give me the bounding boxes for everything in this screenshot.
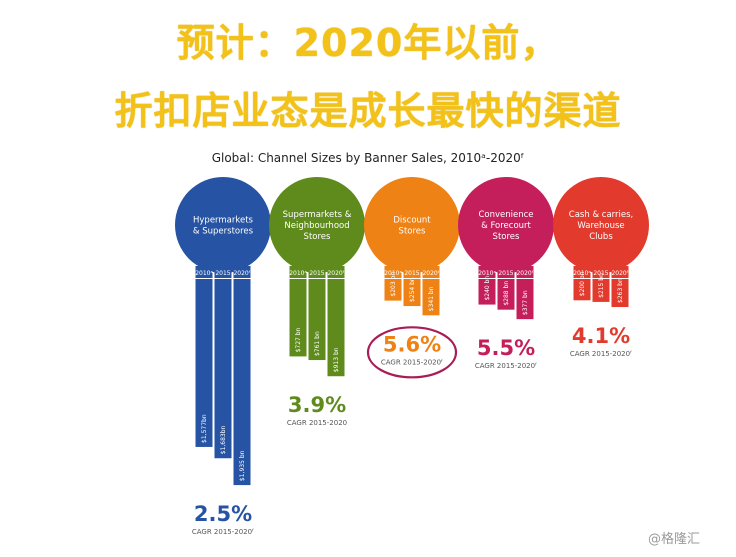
value-label: $913 bn xyxy=(333,347,340,372)
value-label: $377 bn xyxy=(522,290,529,315)
year-label: 2020ᶠ xyxy=(422,270,439,277)
cagr-caption: CAGR 2015-2020 xyxy=(287,419,347,427)
channel-name-line: Stores xyxy=(399,227,426,237)
year-header xyxy=(611,266,629,278)
year-header xyxy=(327,266,345,278)
bar-2-2 xyxy=(308,279,326,361)
cagr-value: 2.5% xyxy=(194,502,252,526)
headline-line-1: 预计：2020年以前， xyxy=(176,21,560,65)
channel-name-line: & Forecourt xyxy=(481,221,531,231)
year-label: 2020ᶠ xyxy=(327,270,344,277)
channel-name-line: Stores xyxy=(304,232,331,242)
bar-1-2 xyxy=(214,279,232,459)
bar-3-2 xyxy=(403,279,421,307)
bar-5-1 xyxy=(573,279,591,301)
bar-5-2 xyxy=(592,279,610,302)
year-header xyxy=(289,266,307,278)
bar-5-3 xyxy=(611,279,629,308)
year-label: 2015 xyxy=(593,270,608,277)
value-label: $240 bn xyxy=(484,276,491,301)
bar-2-3 xyxy=(327,279,345,377)
cagr-value: 3.9% xyxy=(288,393,346,417)
watermark: @格隆汇 xyxy=(647,532,700,547)
channel-name-line: Stores xyxy=(493,232,520,242)
bar-3-1 xyxy=(384,279,402,301)
channel-name-line: Neighbourhood xyxy=(284,221,349,231)
year-header xyxy=(403,266,421,278)
channel-name-line: Warehouse xyxy=(577,221,624,231)
year-label: 2020ᶠ xyxy=(233,270,250,277)
year-label: 2015 xyxy=(404,270,419,277)
value-label: $254 bn xyxy=(409,277,416,302)
year-header xyxy=(233,266,251,278)
cagr-value: 5.5% xyxy=(477,336,535,360)
year-header xyxy=(516,266,534,278)
year-header xyxy=(308,266,326,278)
cagr-caption: CAGR 2015-2020ᶠ xyxy=(570,350,632,358)
cagr-caption: CAGR 2015-2020ᶠ xyxy=(192,528,254,536)
cagr-caption: CAGR 2015-2020ᶠ xyxy=(475,362,537,370)
channel-circle-2 xyxy=(269,177,365,273)
channel-name-line: Cash & carries, xyxy=(569,210,633,220)
value-label: $1,935 bn xyxy=(239,450,246,481)
year-header xyxy=(592,266,610,278)
channel-name-line: Hypermarkets xyxy=(193,216,254,226)
year-header xyxy=(478,266,496,278)
headline-line-2: 折扣店业态是成长最快的渠道 xyxy=(114,89,622,133)
year-label: 2010ᵃ xyxy=(289,270,307,277)
year-header xyxy=(214,266,232,278)
channel-name-line: Convenience xyxy=(478,210,533,220)
value-label: $200 bn xyxy=(579,271,586,296)
channel-circle-3 xyxy=(364,177,460,273)
year-label: 2015 xyxy=(498,270,513,277)
value-label: $761 bn xyxy=(314,331,321,356)
bar-1-3 xyxy=(233,279,251,486)
year-label: 2015 xyxy=(215,270,230,277)
year-header xyxy=(422,266,440,278)
year-label: 2010ᵃ xyxy=(384,270,402,277)
channel-circle-4 xyxy=(458,177,554,273)
value-label: $341 bn xyxy=(428,286,435,311)
channel-name-line: Clubs xyxy=(589,232,613,242)
year-label: 2010ᵃ xyxy=(478,270,496,277)
chart-title: Global: Channel Sizes by Banner Sales, 2… xyxy=(212,151,525,165)
value-label: $215 bn xyxy=(598,273,605,298)
cagr-caption: CAGR 2015-2020ᶠ xyxy=(381,358,443,366)
year-header xyxy=(573,266,591,278)
cagr-value: 4.1% xyxy=(572,324,630,348)
bar-2-1 xyxy=(289,279,307,357)
value-label: $1,577bn xyxy=(201,414,208,443)
highlight-ring xyxy=(366,326,458,379)
year-header xyxy=(195,266,213,278)
cagr-value: 5.6% xyxy=(383,332,441,356)
channel-name-line: & Superstores xyxy=(193,227,254,237)
year-header xyxy=(497,266,515,278)
channel-name-line: Discount xyxy=(393,216,431,226)
value-label: $263 bn xyxy=(617,278,624,303)
channel-circle-5 xyxy=(553,177,649,273)
bar-3-3 xyxy=(422,279,440,316)
year-label: 2020ᶠ xyxy=(611,270,628,277)
bar-1-1 xyxy=(195,279,213,447)
year-header xyxy=(384,266,402,278)
bar-4-1 xyxy=(478,279,496,305)
channel-name-line: Supermarkets & xyxy=(283,210,352,220)
bar-4-3 xyxy=(516,279,534,320)
year-label: 2015 xyxy=(309,270,324,277)
value-label: $203 bn xyxy=(390,272,397,297)
value-label: $727 bn xyxy=(295,327,302,352)
year-label: 2010ᵃ xyxy=(195,270,213,277)
year-label: 2020ᶠ xyxy=(516,270,533,277)
value-label: $288 bn xyxy=(503,281,510,306)
year-label: 2010ᵃ xyxy=(573,270,591,277)
bar-4-2 xyxy=(497,279,515,310)
value-label: $1,683bn xyxy=(220,425,227,454)
channel-circle-1 xyxy=(175,177,271,273)
